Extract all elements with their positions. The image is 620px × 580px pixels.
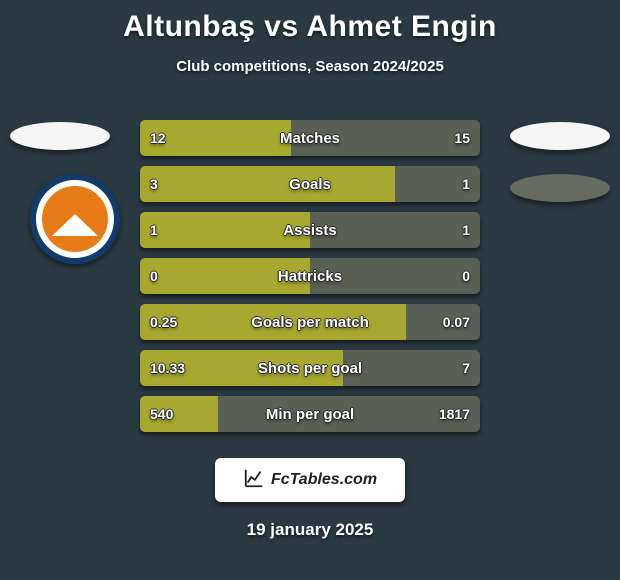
- stat-bar-left: [140, 396, 218, 432]
- stat-bar-right: [395, 166, 480, 202]
- stat-bar-left: [140, 212, 310, 248]
- stat-bar-left: [140, 350, 343, 386]
- comparison-bars: 1215Matches 31Goals 11Assists 00Hattricks 0.…: [140, 120, 480, 442]
- chart-icon: [243, 467, 265, 494]
- player-left-badge-placeholder: [10, 122, 110, 150]
- stat-bar-left: [140, 258, 310, 294]
- stat-row: 31Goals: [140, 166, 480, 202]
- player-left-club-crest: [30, 174, 120, 264]
- stat-bar-right: [310, 258, 480, 294]
- stat-bar-left: [140, 120, 291, 156]
- stat-bar-right: [218, 396, 480, 432]
- stat-bar-right: [291, 120, 480, 156]
- page-title: Altunbaş vs Ahmet Engin: [0, 0, 620, 44]
- stat-row: 11Assists: [140, 212, 480, 248]
- player-right-badge-placeholder: [510, 122, 610, 150]
- source-badge: FcTables.com: [215, 458, 405, 502]
- stat-bar-left: [140, 166, 395, 202]
- stat-row: 1215Matches: [140, 120, 480, 156]
- source-label: FcTables.com: [271, 471, 377, 489]
- stat-bar-left: [140, 304, 406, 340]
- player-right-club-placeholder: [510, 174, 610, 202]
- stat-row: 5401817Min per goal: [140, 396, 480, 432]
- stat-bar-right: [310, 212, 480, 248]
- stat-row: 0.250.07Goals per match: [140, 304, 480, 340]
- stat-row: 10.337Shots per goal: [140, 350, 480, 386]
- stat-row: 00Hattricks: [140, 258, 480, 294]
- snapshot-date: 19 january 2025: [0, 520, 620, 540]
- stat-bar-right: [343, 350, 480, 386]
- stat-bar-right: [406, 304, 480, 340]
- season-subtitle: Club competitions, Season 2024/2025: [0, 58, 620, 75]
